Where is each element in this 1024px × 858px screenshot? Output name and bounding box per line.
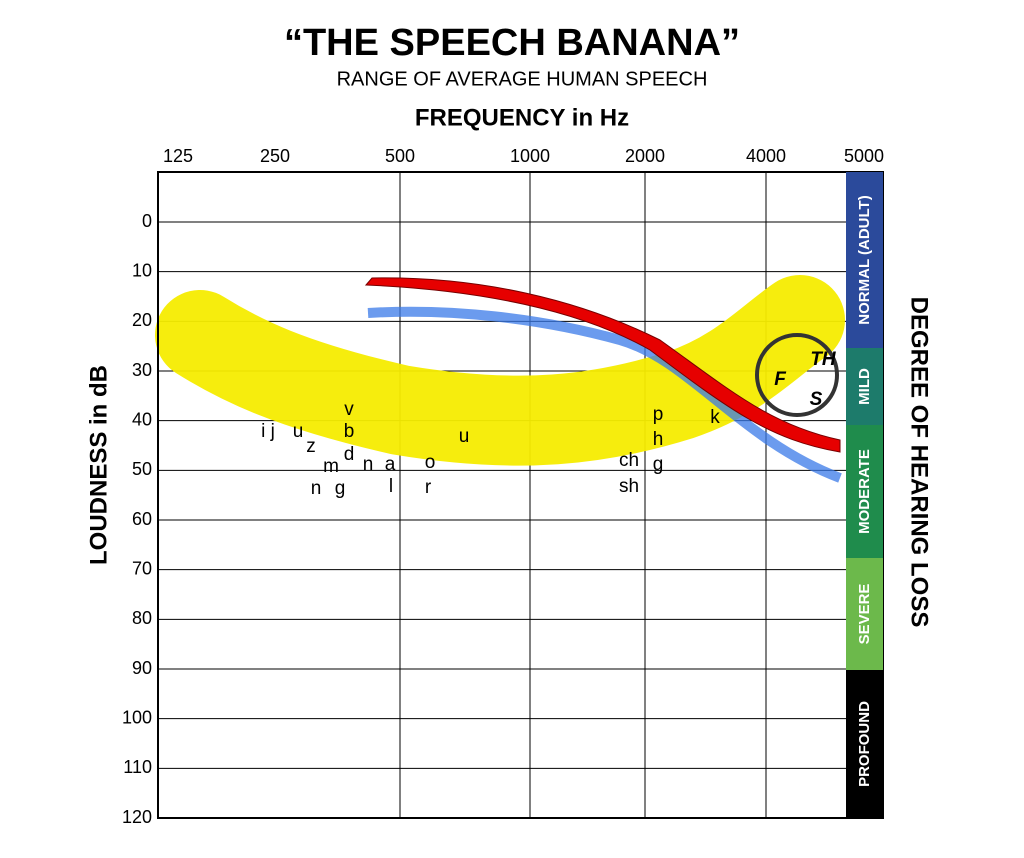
speech-sound: v	[344, 399, 354, 420]
speech-sound: d	[344, 444, 355, 465]
title: “THE SPEECH BANANA”	[284, 22, 740, 64]
speech-sound: S	[810, 389, 823, 410]
speech-sound: g	[335, 478, 346, 499]
hearing-loss-label: SEVERE	[856, 584, 873, 645]
speech-sound: k	[710, 407, 720, 428]
y-tick-label: 90	[132, 658, 152, 678]
x-tick-label: 125	[163, 146, 193, 166]
subtitle: RANGE OF AVERAGE HUMAN SPEECH	[337, 68, 708, 90]
y-tick-label: 50	[132, 459, 152, 479]
y-tick-label: 120	[122, 807, 152, 827]
speech-sound: m	[323, 456, 339, 477]
y-tick-label: 100	[122, 707, 152, 727]
speech-sound: g	[653, 454, 664, 475]
y-axis-label: LOUDNESS in dB	[85, 365, 112, 565]
x-tick-label: 250	[260, 146, 290, 166]
speech-sound: sh	[619, 476, 639, 497]
y-tick-label: 110	[123, 757, 152, 777]
grid: 0 10 20 30 40 50 60 70 80 90 100 110 120 125 250 500 100…	[122, 146, 884, 827]
speech-sound: l	[389, 476, 393, 497]
y-tick-label: 0	[142, 211, 152, 231]
speech-sound: r	[425, 477, 432, 498]
hearing-loss-band	[846, 348, 883, 425]
right-axis-label: DEGREE OF HEARING LOSS	[906, 297, 933, 628]
hearing-loss-label: MILD	[856, 368, 873, 405]
hearing-loss-label: PROFOUND	[856, 701, 873, 787]
high-frequency-circle	[755, 333, 839, 417]
speech-sound: z	[306, 436, 316, 457]
speech-sound: n	[363, 454, 374, 475]
speech-sound: o	[425, 452, 436, 473]
speech-sound: a	[385, 454, 396, 475]
red-curve	[364, 277, 841, 453]
y-tick-label: 60	[132, 509, 152, 529]
x-tick-label: 5000	[844, 146, 884, 166]
speech-sound: i j	[261, 421, 275, 442]
plot-frame	[157, 171, 884, 819]
x-tick-label: 4000	[746, 146, 786, 166]
hearing-loss-label: MODERATE	[856, 449, 873, 534]
speech-sound: b	[344, 421, 355, 442]
y-tick-label: 10	[132, 260, 152, 280]
hearing-loss-label: NORMAL (ADULT)	[856, 195, 873, 324]
hearing-loss-band	[846, 558, 883, 670]
y-tick-label: 70	[132, 558, 152, 578]
y-tick-label: 30	[132, 360, 152, 380]
speech-sound: u	[293, 421, 304, 442]
speech-sound: n	[311, 478, 322, 499]
hearing-loss-band	[846, 172, 883, 348]
hearing-loss-band	[846, 670, 883, 818]
blue-curve	[367, 306, 842, 483]
speech-sound: F	[774, 369, 787, 390]
speech-sound: ch	[619, 450, 639, 471]
y-tick-label: 20	[132, 310, 152, 330]
speech-banana	[155, 275, 845, 466]
hearing-loss-band	[846, 425, 883, 558]
x-tick-label: 2000	[625, 146, 665, 166]
y-tick-label: 80	[132, 608, 152, 628]
x-tick-label: 1000	[510, 146, 550, 166]
x-axis-label: FREQUENCY in Hz	[415, 104, 629, 131]
speech-sound: u	[459, 426, 470, 447]
speech-sound: p	[653, 404, 664, 425]
y-tick-label: 40	[132, 409, 152, 429]
speech-sound: h	[653, 429, 664, 450]
speech-sound: TH	[810, 349, 837, 370]
x-tick-label: 500	[385, 146, 415, 166]
